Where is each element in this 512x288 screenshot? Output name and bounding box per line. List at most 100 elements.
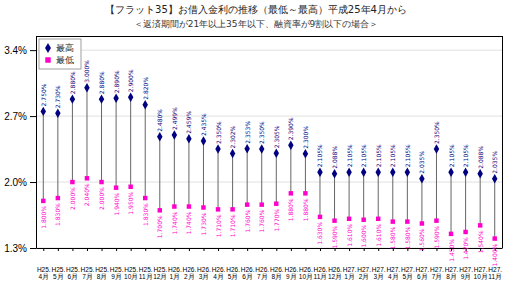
x-tick: H26.7月 xyxy=(255,248,269,280)
data-label: 1.770% xyxy=(273,208,280,231)
x-tick-label-line: H26. xyxy=(299,266,313,273)
marker xyxy=(375,167,380,176)
legend-label: 最低 xyxy=(56,55,74,65)
x-tick-label-line: 12月 xyxy=(328,273,342,280)
marker xyxy=(289,191,293,195)
data-label: 2.105% xyxy=(375,144,382,167)
x-tick-label-line: 7月 xyxy=(257,273,268,280)
marker xyxy=(318,215,322,219)
data-label: 2.435% xyxy=(200,113,207,136)
x-tick-label: H27.2月 xyxy=(357,266,371,280)
stem xyxy=(363,172,364,220)
x-tick-label-line: 5月 xyxy=(228,273,239,280)
stem xyxy=(421,179,422,224)
marker xyxy=(317,167,322,176)
marker xyxy=(303,149,308,158)
marker xyxy=(201,205,205,209)
marker xyxy=(492,174,497,183)
chart-svg: 【フラット35】お借入金利の推移（最低～最高）平成25年4月から＜返済期間が21… xyxy=(0,0,512,288)
x-tick-label: H26.11月 xyxy=(314,266,328,280)
x-tick-label-line: H25. xyxy=(37,266,51,273)
data-label: 1.730% xyxy=(200,212,207,235)
x-tick-mark xyxy=(203,248,204,251)
marker xyxy=(114,185,118,189)
x-tick-mark xyxy=(145,248,146,251)
y-tick-label: 2.7% xyxy=(4,111,27,122)
y-tick-mark xyxy=(30,248,36,249)
x-tick-mark xyxy=(233,248,234,251)
x-tick-label: H26.6月 xyxy=(241,266,255,280)
data-label: 2.000% xyxy=(69,187,76,210)
data-label: 1.580% xyxy=(404,226,411,249)
marker xyxy=(274,149,279,158)
marker xyxy=(405,219,409,223)
x-tick-label-line: H25. xyxy=(139,266,153,273)
x-tick-label-line: H25. xyxy=(81,266,95,273)
x-tick-label-line: 9月 xyxy=(111,273,122,280)
data-label: 2.035% xyxy=(418,151,425,174)
x-tick-label: H26.5月 xyxy=(226,266,240,280)
x-tick-label-line: H25. xyxy=(95,266,109,273)
x-tick-label-line: 12月 xyxy=(153,273,167,280)
x-tick-label: H27.4月 xyxy=(386,266,400,280)
data-label: 2.480% xyxy=(156,109,163,132)
marker xyxy=(41,107,46,116)
stem xyxy=(494,179,495,239)
stem xyxy=(378,172,379,219)
x-tick-label-line: H26. xyxy=(284,266,298,273)
y-tick-label: 3.4% xyxy=(4,45,27,56)
x-tick-label-line: H25. xyxy=(153,266,167,273)
x-tick-label-line: 11月 xyxy=(139,273,153,280)
x-tick-label-line: H27. xyxy=(386,266,400,273)
x-tick-mark xyxy=(378,248,379,251)
data-label: 2.302% xyxy=(229,125,236,148)
plot-frame-right xyxy=(502,36,503,248)
x-tick-label-line: 3月 xyxy=(373,273,384,280)
data-label: 1.610% xyxy=(346,224,353,247)
marker xyxy=(347,217,351,221)
marker xyxy=(216,207,220,211)
x-tick-mark xyxy=(72,248,73,251)
x-tick-mark xyxy=(276,248,277,251)
data-label: 2.880% xyxy=(98,71,105,94)
x-tick-label-line: 11月 xyxy=(488,273,502,280)
marker xyxy=(187,204,191,208)
marker xyxy=(361,167,366,176)
data-label: 1.560% xyxy=(418,228,425,251)
x-tick: H26.8月 xyxy=(270,248,284,280)
data-label: 1.740% xyxy=(185,211,192,234)
stem xyxy=(174,135,175,207)
marker xyxy=(434,218,438,222)
marker xyxy=(259,144,264,153)
stem xyxy=(247,149,248,205)
x-tick-label-line: H27. xyxy=(372,266,386,273)
marker xyxy=(332,169,337,178)
data-label: 1.740% xyxy=(171,211,178,234)
x-tick-label-line: 6月 xyxy=(68,273,79,280)
marker xyxy=(288,141,293,150)
x-tick-label: H26.9月 xyxy=(284,266,298,280)
x-tick: H25.4月 xyxy=(37,248,51,280)
x-tick-label-line: H26. xyxy=(168,266,182,273)
x-tick: H26.1月 xyxy=(168,248,182,280)
data-label: 2.105% xyxy=(462,144,469,167)
x-tick-label-line: 1月 xyxy=(344,273,355,280)
x-tick-mark xyxy=(102,248,103,251)
x-tick-label-line: 2月 xyxy=(359,273,370,280)
x-tick-mark xyxy=(305,248,306,251)
stem xyxy=(319,172,320,217)
marker xyxy=(478,223,482,227)
stem xyxy=(43,111,44,201)
data-label: 1.590% xyxy=(433,225,440,248)
x-tick-label-line: H26. xyxy=(241,266,255,273)
marker xyxy=(244,144,249,153)
marker xyxy=(99,180,103,184)
y-tick-mark xyxy=(30,182,36,183)
x-tick-label-line: H25. xyxy=(66,266,80,273)
marker xyxy=(142,100,147,109)
x-tick: H25.8月 xyxy=(95,248,109,280)
marker xyxy=(419,174,424,183)
x-tick-label: H25.7月 xyxy=(81,266,95,280)
y-tick: 2.0% xyxy=(4,177,36,188)
marker xyxy=(158,208,162,212)
